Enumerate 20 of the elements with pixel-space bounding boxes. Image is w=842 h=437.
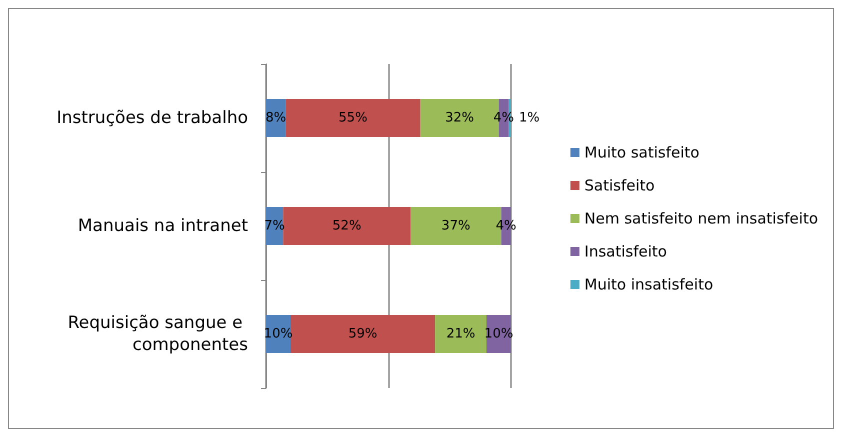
data-label: 32% bbox=[445, 110, 474, 126]
y-tick-label: Instruções de trabalho bbox=[56, 108, 248, 128]
data-label: 59% bbox=[348, 326, 378, 342]
bar bbox=[290, 315, 436, 353]
y-tick-label: Requisição sangue e componentes bbox=[68, 313, 248, 355]
legend-label: Muito satisfeito bbox=[584, 144, 700, 162]
bar bbox=[435, 315, 486, 353]
data-label: 21% bbox=[446, 326, 476, 342]
legend-label: Satisfeito bbox=[584, 176, 655, 194]
bar bbox=[286, 99, 420, 137]
data-label: 1% bbox=[519, 110, 540, 126]
y-tick-label: Manuais na intranet bbox=[78, 216, 248, 236]
bar bbox=[283, 207, 411, 245]
legend-label: Muito insatisfeito bbox=[584, 276, 714, 294]
data-label: 55% bbox=[338, 110, 368, 126]
legend-label: Insatisfeito bbox=[584, 242, 667, 260]
legend-label: Nem satisfeito nem insatisfeito bbox=[584, 210, 818, 228]
data-label: 52% bbox=[332, 218, 362, 234]
data-label: 37% bbox=[441, 218, 470, 234]
data-label: 8% bbox=[265, 110, 286, 126]
